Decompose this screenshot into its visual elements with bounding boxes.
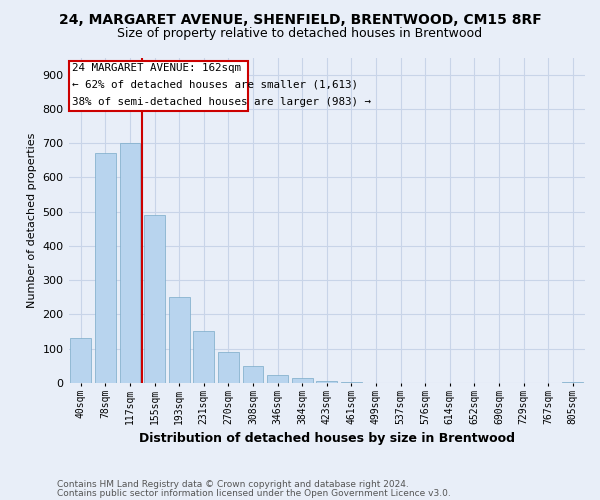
Text: 38% of semi-detached houses are larger (983) →: 38% of semi-detached houses are larger (…: [72, 96, 371, 106]
Bar: [70, 338, 91, 383]
Bar: [119, 143, 140, 383]
Bar: [193, 332, 214, 383]
Bar: [69, 61, 248, 110]
Text: 24, MARGARET AVENUE, SHENFIELD, BRENTWOOD, CM15 8RF: 24, MARGARET AVENUE, SHENFIELD, BRENTWOO…: [59, 12, 541, 26]
Text: Contains public sector information licensed under the Open Government Licence v3: Contains public sector information licen…: [57, 489, 451, 498]
Bar: [169, 297, 190, 383]
Text: 24 MARGARET AVENUE: 162sqm: 24 MARGARET AVENUE: 162sqm: [72, 64, 241, 74]
Y-axis label: Number of detached properties: Number of detached properties: [27, 132, 37, 308]
Bar: [144, 215, 165, 383]
Bar: [267, 376, 288, 383]
Text: Size of property relative to detached houses in Brentwood: Size of property relative to detached ho…: [118, 28, 482, 40]
Bar: [316, 381, 337, 383]
Bar: [341, 382, 362, 383]
Bar: [95, 154, 116, 383]
Bar: [242, 366, 263, 383]
X-axis label: Distribution of detached houses by size in Brentwood: Distribution of detached houses by size …: [139, 432, 515, 445]
Bar: [218, 352, 239, 383]
Bar: [562, 382, 583, 383]
Bar: [292, 378, 313, 383]
Text: ← 62% of detached houses are smaller (1,613): ← 62% of detached houses are smaller (1,…: [72, 80, 358, 90]
Text: Contains HM Land Registry data © Crown copyright and database right 2024.: Contains HM Land Registry data © Crown c…: [57, 480, 409, 489]
